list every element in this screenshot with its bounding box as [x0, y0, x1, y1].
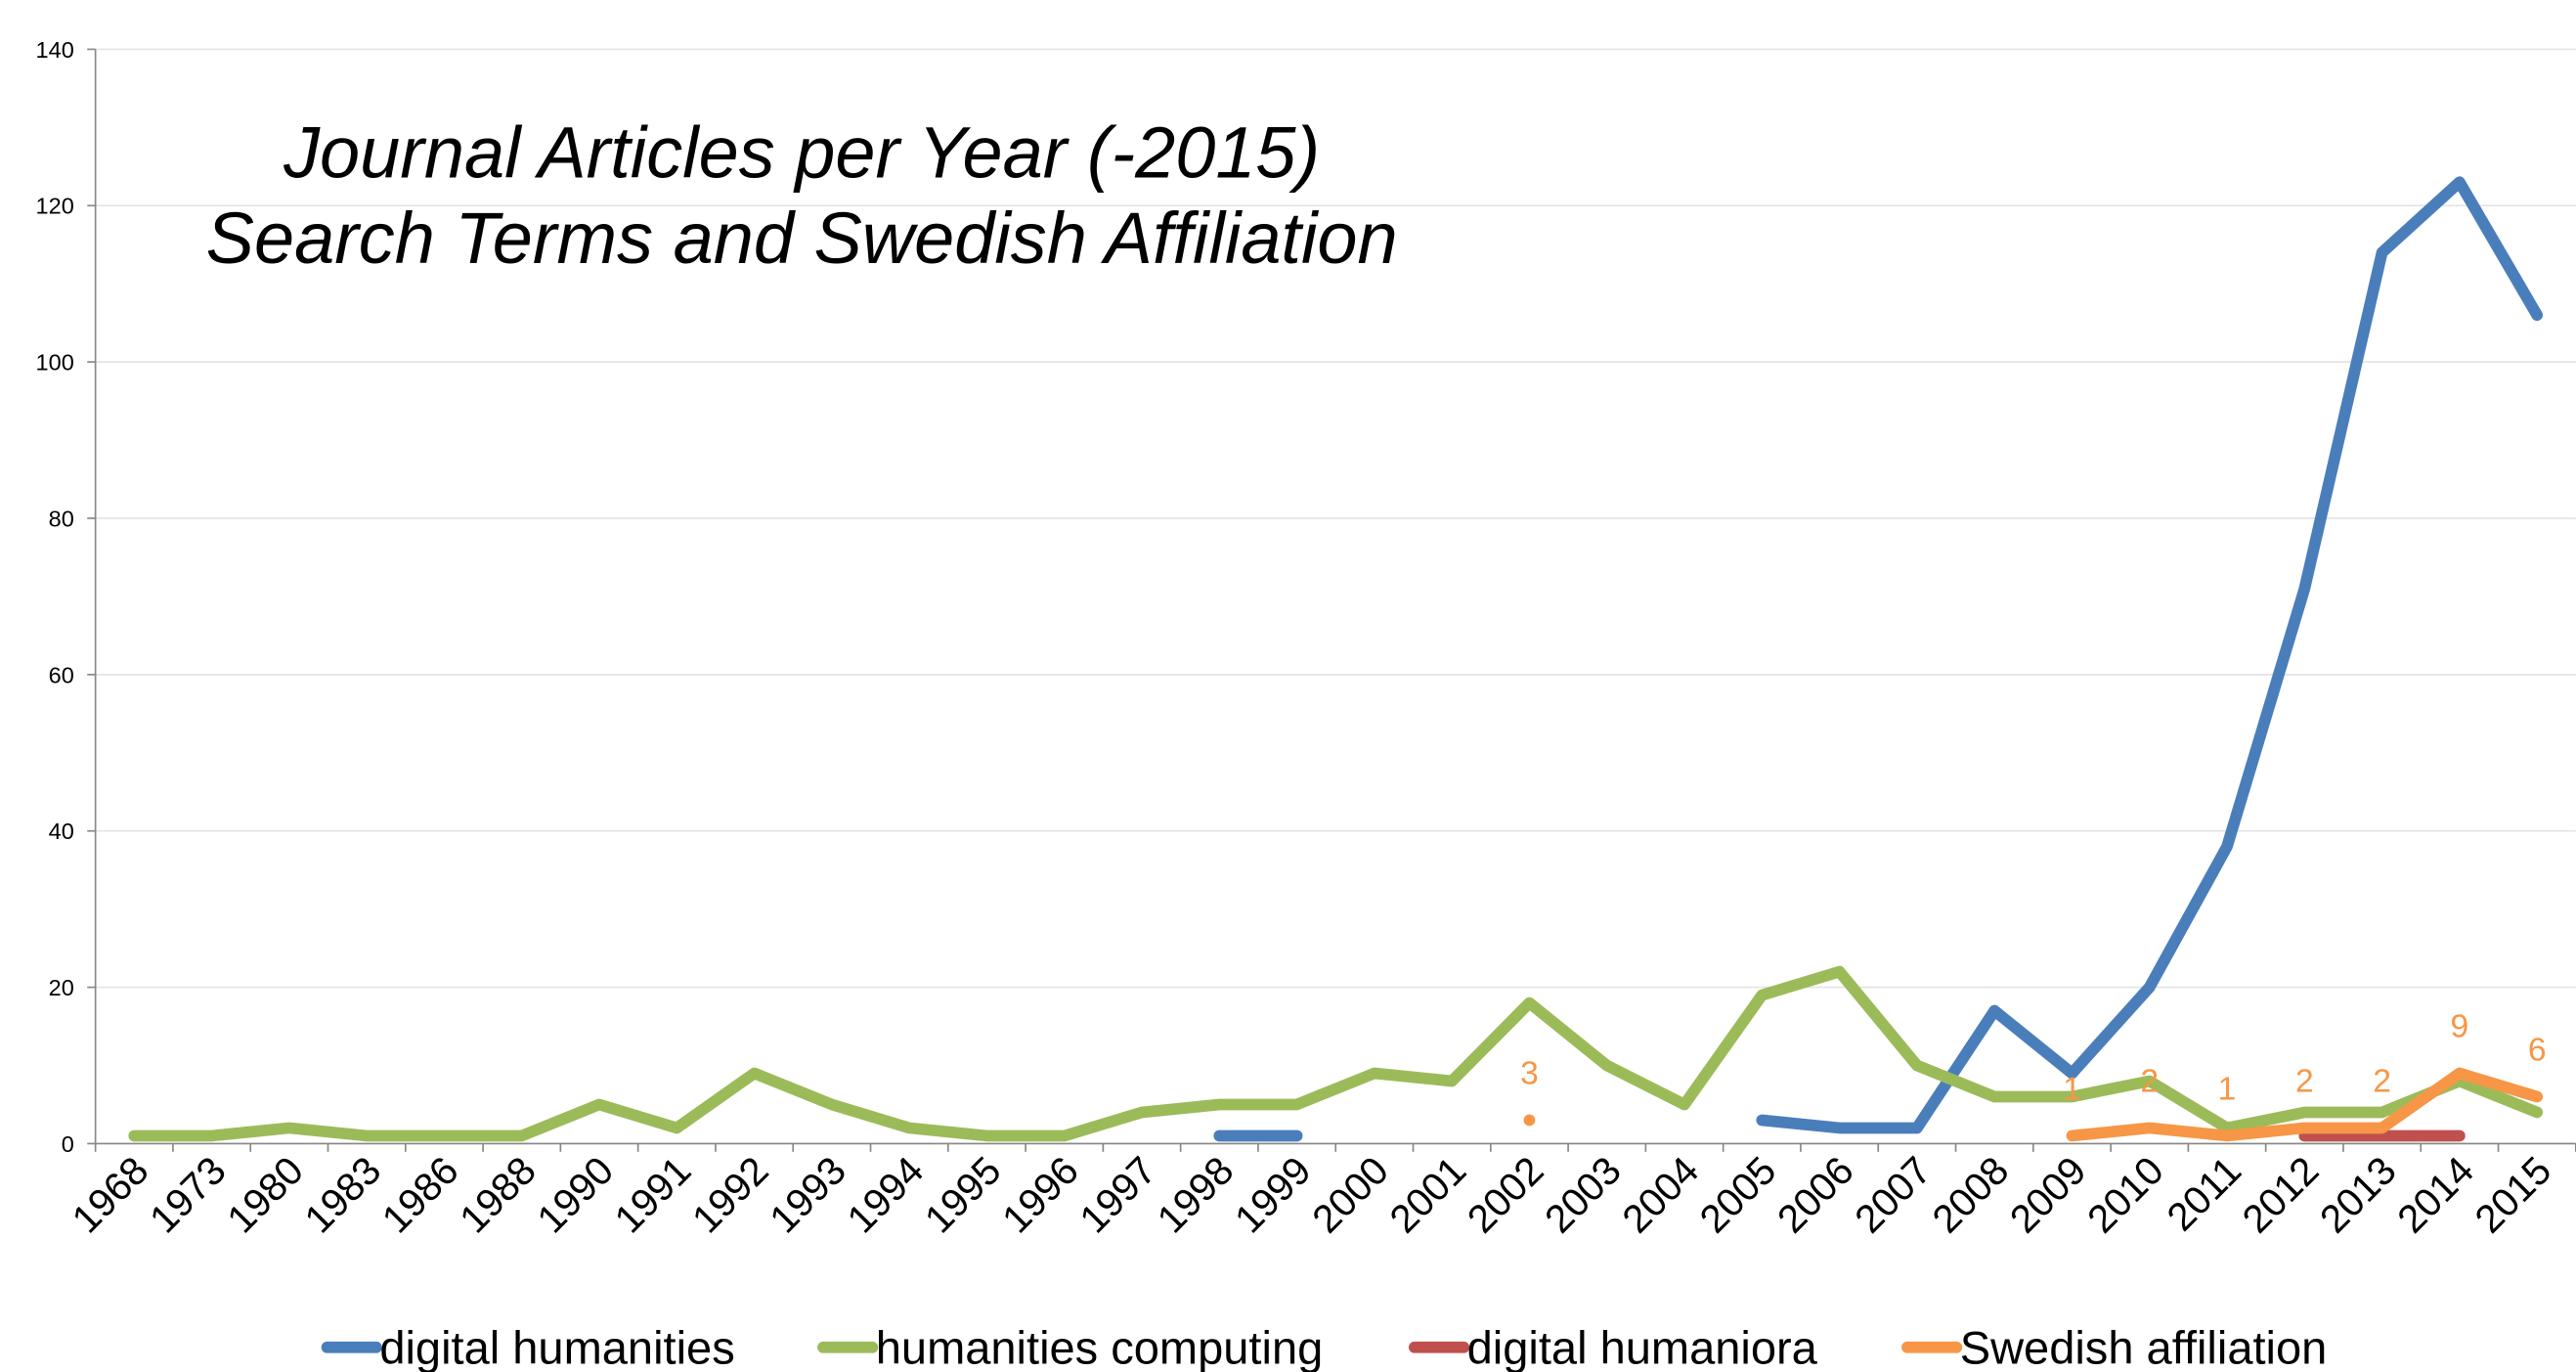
y-tick-label: 100: [36, 350, 74, 376]
data-label: 9: [2451, 1009, 2469, 1045]
y-tick-label: 60: [49, 662, 74, 687]
x-tick-label: 1996: [993, 1148, 1087, 1242]
x-tick-label: 1997: [1070, 1148, 1164, 1242]
series-line: [2066, 1067, 2544, 1142]
x-tick-label: 1973: [141, 1148, 235, 1242]
x-tick-label: 1980: [218, 1148, 312, 1242]
series-line: [1756, 176, 2544, 1134]
data-label: 2: [2295, 1063, 2314, 1099]
x-tick-label: 2011: [2158, 1148, 2249, 1240]
x-tick-label: 2005: [1691, 1148, 1785, 1242]
legend-label: digital humanities: [379, 1322, 734, 1372]
legend-label: Swedish affiliation: [1960, 1322, 2328, 1372]
data-label: 1: [2218, 1071, 2237, 1107]
x-tick-label: 1988: [451, 1148, 545, 1242]
x-tick-label: 1992: [683, 1148, 777, 1242]
x-tick-label: 2001: [1380, 1148, 1474, 1242]
x-tick-label: 2009: [2001, 1148, 2095, 1242]
x-tick-label: 2004: [1613, 1148, 1707, 1242]
x-tick-label: 2010: [2078, 1148, 2172, 1242]
data-label: 2: [2373, 1063, 2391, 1099]
x-tick-label: 2007: [1846, 1148, 1940, 1242]
x-tick-label: 1968: [64, 1148, 157, 1242]
x-tick-label: 2000: [1303, 1148, 1397, 1242]
y-tick-label: 0: [62, 1131, 74, 1157]
x-tick-label: 2013: [2311, 1148, 2405, 1242]
y-tick-label: 120: [36, 194, 74, 219]
data-label: 3: [1520, 1056, 1539, 1092]
x-tick-label: 2003: [1536, 1148, 1630, 1242]
x-tick-label: 1991: [606, 1148, 700, 1242]
x-tick-label: 2015: [2466, 1148, 2559, 1242]
y-tick-label: 20: [49, 975, 74, 1000]
data-label: 6: [2528, 1033, 2547, 1069]
legend-label: digital humaniora: [1467, 1322, 1818, 1372]
x-tick-label: 2006: [1768, 1148, 1862, 1242]
x-tick-label: 1994: [838, 1148, 932, 1242]
x-tick-label: 2012: [2234, 1148, 2328, 1242]
chart-title: Search Terms and Swedish Affiliation: [206, 198, 1398, 279]
x-tick-label: 2002: [1459, 1148, 1552, 1242]
data-label: 1: [2063, 1071, 2081, 1107]
x-tick-label: 1986: [373, 1148, 467, 1242]
y-tick-label: 140: [36, 37, 74, 63]
chart-title: Journal Articles per Year (-2015): [283, 111, 1320, 193]
y-tick-label: 80: [49, 506, 74, 531]
x-tick-label: 2014: [2388, 1148, 2482, 1242]
data-label: 2: [2140, 1063, 2159, 1099]
legend-label: humanities computing: [876, 1322, 1324, 1372]
x-tick-label: 1998: [1149, 1148, 1243, 1242]
x-tick-label: 2008: [1923, 1148, 2017, 1242]
x-tick-label: 1983: [295, 1148, 389, 1242]
y-tick-label: 40: [49, 819, 74, 844]
series-line: [128, 965, 2544, 1142]
x-tick-label: 1999: [1226, 1148, 1320, 1242]
x-tick-label: 1993: [761, 1148, 854, 1242]
x-tick-label: 1995: [916, 1148, 1010, 1242]
x-tick-label: 1990: [528, 1148, 622, 1242]
